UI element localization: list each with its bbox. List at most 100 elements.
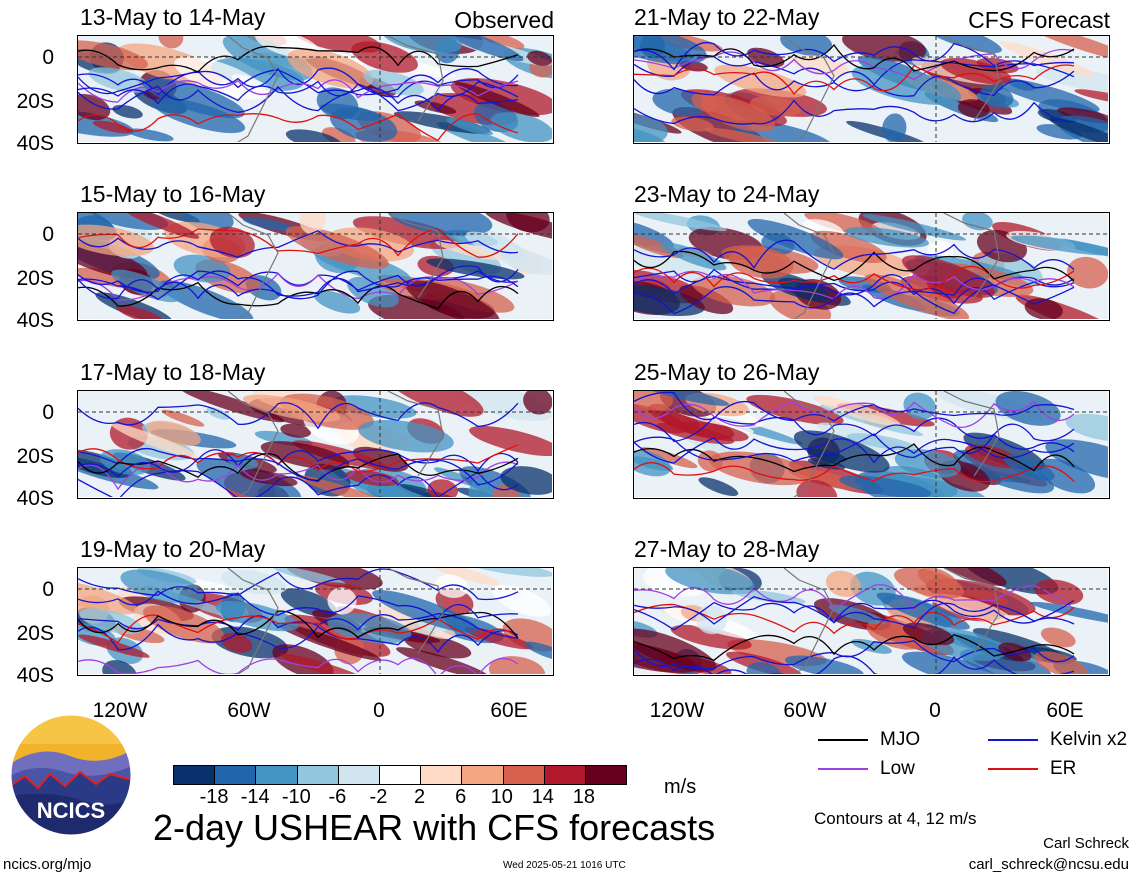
- x-tick-60w: 60W: [227, 699, 271, 722]
- main-title: 2-day USHEAR with CFS forecasts: [153, 807, 716, 848]
- coastline-south-america: [227, 213, 279, 319]
- contour-line: [78, 79, 519, 103]
- shear-blob: [962, 213, 993, 231]
- shear-blob: [844, 226, 929, 248]
- x-tick-120w: 120W: [92, 699, 148, 722]
- colorbar-label: 2: [413, 786, 426, 808]
- author-email[interactable]: carl_schreck@ncsu.edu: [968, 856, 1129, 873]
- shear-blob: [429, 568, 500, 586]
- shear-blob: [260, 441, 350, 470]
- shear-blob: [1067, 256, 1108, 289]
- shear-blob: [327, 613, 412, 644]
- shear-blob: [387, 213, 493, 236]
- shear-blob: [454, 82, 540, 118]
- shear-blob: [332, 395, 417, 419]
- contour-line: [78, 623, 519, 654]
- shear-blob: [363, 69, 424, 96]
- shear-blob: [527, 50, 552, 66]
- contour-line: [78, 444, 519, 473]
- contour-line: [78, 80, 519, 112]
- shear-blob: [116, 305, 166, 319]
- legend-mjo-label: MJO: [880, 729, 921, 750]
- colorbar-swatch: [502, 766, 544, 784]
- shear-blob: [196, 458, 302, 497]
- coastline-south-america: [783, 391, 835, 497]
- colorbar-label: -2: [369, 786, 388, 808]
- shear-blob: [464, 627, 533, 650]
- legend-er-label: ER: [1050, 758, 1077, 779]
- shear-blob: [634, 628, 717, 672]
- colorbar-swatch: [296, 766, 338, 784]
- coastline-africa: [943, 36, 1000, 122]
- plot-right-4: [633, 567, 1110, 676]
- shear-blob: [146, 420, 201, 447]
- colorbar-swatch: [584, 766, 627, 784]
- coastline-africa: [387, 213, 444, 299]
- contour-line: [634, 416, 1075, 443]
- kelvin-line-swatch: [988, 738, 1038, 741]
- shear-blob: [940, 57, 1012, 85]
- x-tick-0: 0: [373, 699, 385, 722]
- plot-right-3: [633, 390, 1110, 499]
- contour-line: [78, 614, 519, 644]
- y-tick-0: 0: [42, 223, 54, 246]
- coastline-south-america: [783, 213, 835, 319]
- logo-text: NCICS: [37, 798, 105, 823]
- colorbar-swatch: [214, 766, 256, 784]
- y-tick-0: 0: [42, 401, 54, 424]
- colorbar-label: -10: [281, 786, 311, 808]
- colorbar-swatch: [174, 766, 215, 784]
- shear-blob: [351, 41, 418, 73]
- coastline-africa: [943, 568, 1000, 654]
- shear-blob: [386, 391, 484, 417]
- legend-low: Low: [818, 759, 915, 778]
- field-right-3: [634, 391, 1108, 497]
- shear-blob: [679, 284, 734, 315]
- shear-blob: [313, 290, 361, 314]
- shear-blob: [812, 395, 901, 427]
- contour-line: [78, 228, 519, 258]
- mjo-line-swatch: [818, 738, 868, 741]
- contour-line: [78, 457, 519, 486]
- shear-blob: [178, 391, 285, 423]
- shear-blob: [78, 634, 150, 658]
- shear-blob: [1049, 117, 1108, 142]
- shear-blob: [284, 614, 391, 657]
- shear-blob: [448, 391, 552, 422]
- x-tick-60e: 60E: [490, 699, 528, 722]
- shear-blob: [902, 255, 995, 298]
- contour-line: [78, 657, 519, 674]
- coastline-africa: [387, 568, 444, 654]
- shear-blob: [634, 391, 674, 411]
- contour-line: [634, 391, 1075, 422]
- observed-tag: Observed: [454, 7, 554, 33]
- shear-blob: [1036, 458, 1096, 494]
- plot-left-4: [77, 567, 554, 676]
- shear-blob: [851, 64, 962, 105]
- shear-blob: [120, 213, 200, 239]
- shear-blob: [665, 568, 755, 595]
- x-tick-120w: 120W: [649, 699, 705, 722]
- shear-blob: [1065, 413, 1108, 442]
- legend-low-label: Low: [880, 758, 915, 779]
- shear-blob: [285, 129, 343, 142]
- shear-blob: [862, 214, 966, 241]
- site-url[interactable]: ncics.org/mjo: [3, 856, 92, 873]
- shear-blob: [161, 409, 205, 427]
- shear-blob: [506, 213, 550, 233]
- shear-blob: [523, 391, 552, 415]
- shear-blob: [446, 118, 493, 136]
- y-tick-20s: 20S: [16, 622, 54, 645]
- shear-blob: [319, 103, 381, 121]
- contour-line: [634, 603, 1075, 635]
- y-tick-40s: 40S: [16, 487, 54, 510]
- shear-blob: [825, 570, 861, 598]
- shear-blob: [111, 269, 180, 303]
- coastline-south-america: [783, 36, 835, 142]
- shear-blob: [439, 36, 524, 62]
- contour-line: [634, 433, 1075, 462]
- coastline-south-america: [227, 568, 279, 674]
- panel-title-right-2: 23-May to 24-May: [634, 181, 820, 207]
- plot-left-2: [77, 212, 554, 321]
- shear-blob: [746, 662, 782, 674]
